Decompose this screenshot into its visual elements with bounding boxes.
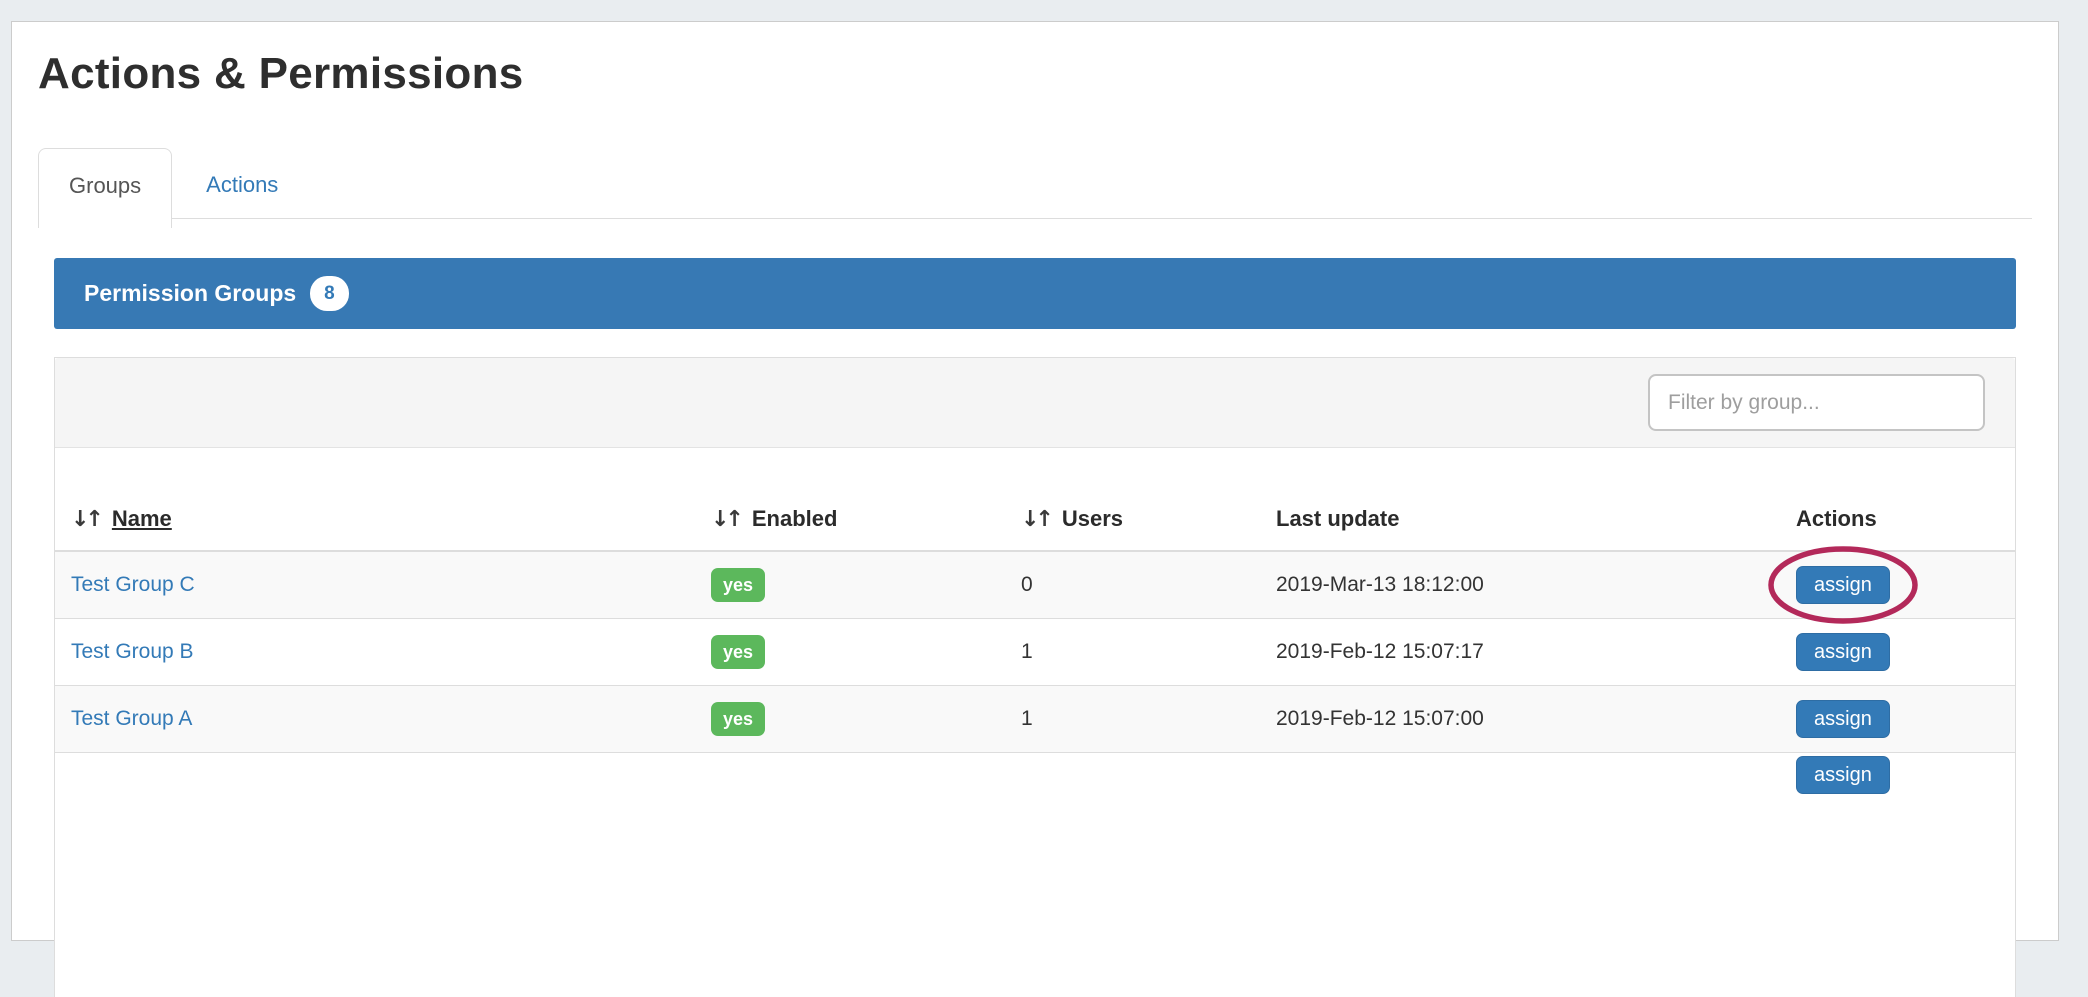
group-name-link[interactable]: Test Group B xyxy=(71,640,194,663)
filter-input[interactable] xyxy=(1648,374,1985,431)
column-header-users[interactable]: ↓↑ Users xyxy=(1005,494,1260,552)
group-name-link[interactable]: Test Group C xyxy=(71,573,195,596)
column-label: Users xyxy=(1061,506,1124,531)
users-count: 1 xyxy=(1005,618,1260,686)
column-header-enabled[interactable]: ↓↑ Enabled xyxy=(695,494,1005,552)
table-panel: ↓↑ Name ↓↑ Enabled ↓↑ Users Last update Actions… xyxy=(54,357,2016,997)
sort-arrows-icon: ↓↑ xyxy=(71,507,104,532)
groups-table: ↓↑ Name ↓↑ Enabled ↓↑ Users Last update Actions… xyxy=(55,494,2015,834)
users-count: 1 xyxy=(1005,685,1260,753)
column-label: Last update xyxy=(1276,506,1400,531)
sort-arrows-icon: ↓↑ xyxy=(1021,507,1054,532)
assign-button[interactable]: assign xyxy=(1796,633,1890,671)
table-row-partial: assign xyxy=(55,752,2015,834)
table-row: Test Group A yes 1 2019-Feb-12 15:07:00 … xyxy=(55,685,2015,753)
groups-tab-content: Permission Groups 8 ↓↑ Name ↓↑ Enabled ↓↑ Use… xyxy=(54,258,2016,997)
column-label: Enabled xyxy=(751,506,838,531)
tab-groups[interactable]: Groups xyxy=(38,148,173,228)
sort-arrows-icon: ↓↑ xyxy=(711,507,744,532)
filter-toolbar xyxy=(55,358,2015,448)
assign-button[interactable]: assign xyxy=(1796,756,1890,794)
users-count: 0 xyxy=(1005,550,1260,619)
enabled-badge: yes xyxy=(711,635,766,669)
column-header-last-update: Last update xyxy=(1260,494,1780,552)
group-count-badge: 8 xyxy=(310,276,349,311)
assign-button[interactable]: assign xyxy=(1796,700,1890,738)
column-header-actions: Actions xyxy=(1780,494,2015,552)
column-label: Actions xyxy=(1796,506,1877,531)
last-update: 2019-Mar-13 18:12:00 xyxy=(1260,550,1780,619)
table-header-row: ↓↑ Name ↓↑ Enabled ↓↑ Users Last update Actions xyxy=(55,494,2015,552)
last-update: 2019-Feb-12 15:07:17 xyxy=(1260,618,1780,686)
content-card: Actions & Permissions Groups Actions Perm… xyxy=(11,21,2059,997)
group-name-link[interactable]: Test Group A xyxy=(71,707,193,730)
assign-button[interactable]: assign xyxy=(1796,566,1890,604)
panel-title: Permission Groups xyxy=(84,280,297,306)
tab-bar: Groups Actions xyxy=(38,148,2032,228)
column-label: Name xyxy=(111,506,172,531)
table-row: Test Group B yes 1 2019-Feb-12 15:07:17 … xyxy=(55,618,2015,686)
enabled-badge: yes xyxy=(711,568,766,602)
page-title: Actions & Permissions xyxy=(38,49,524,98)
tab-actions[interactable]: Actions xyxy=(206,172,279,197)
table-row: Test Group C yes 0 2019-Mar-13 18:12:00 … xyxy=(55,546,2015,624)
last-update: 2019-Feb-12 15:07:00 xyxy=(1260,685,1780,753)
column-header-name[interactable]: ↓↑ Name xyxy=(55,494,695,552)
panel-header: Permission Groups 8 xyxy=(54,258,2016,329)
enabled-badge: yes xyxy=(711,702,766,736)
